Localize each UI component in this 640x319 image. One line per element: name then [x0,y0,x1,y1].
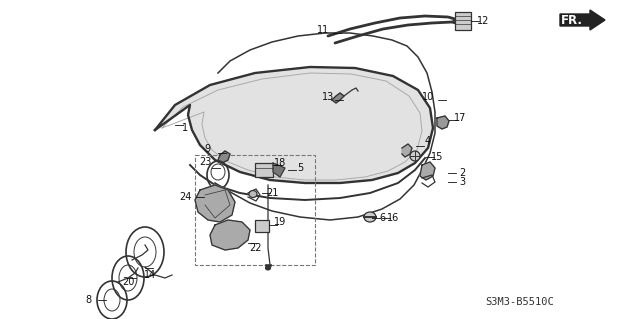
Text: 1: 1 [182,123,188,133]
Polygon shape [210,220,250,250]
Text: 4: 4 [425,136,431,146]
Text: FR.: FR. [561,14,583,27]
Text: 3: 3 [459,177,465,187]
Polygon shape [332,93,344,103]
Text: 6: 6 [379,213,385,223]
Ellipse shape [410,151,420,161]
Polygon shape [437,116,449,129]
Text: 15: 15 [431,152,443,162]
Text: 2: 2 [459,168,465,178]
Ellipse shape [364,212,376,222]
Text: 5: 5 [297,163,303,173]
Text: 21: 21 [266,188,278,198]
Text: 18: 18 [274,158,286,168]
Text: 13: 13 [322,92,334,102]
Polygon shape [155,67,433,183]
Polygon shape [273,163,285,177]
Polygon shape [560,10,605,30]
Polygon shape [195,185,235,222]
Ellipse shape [266,266,271,270]
Bar [255,163,273,177]
Text: 16: 16 [387,213,399,223]
Bar [455,12,471,30]
Polygon shape [402,144,412,157]
Text: 17: 17 [454,113,466,123]
Text: 22: 22 [249,243,261,253]
Text: 23: 23 [199,157,211,167]
Bar [195,155,315,265]
Bar [255,220,269,232]
Ellipse shape [249,190,257,197]
Polygon shape [218,151,230,163]
Text: 20: 20 [122,277,134,287]
Polygon shape [420,162,435,180]
Text: 19: 19 [274,217,286,227]
Text: 9: 9 [204,144,210,154]
Text: 11: 11 [317,25,329,35]
Text: 10: 10 [422,92,434,102]
Text: 8: 8 [85,295,91,305]
Text: S3M3-B5510C: S3M3-B5510C [486,297,554,307]
Text: 24: 24 [179,192,191,202]
Text: 14: 14 [144,270,156,280]
Text: 12: 12 [477,16,489,26]
